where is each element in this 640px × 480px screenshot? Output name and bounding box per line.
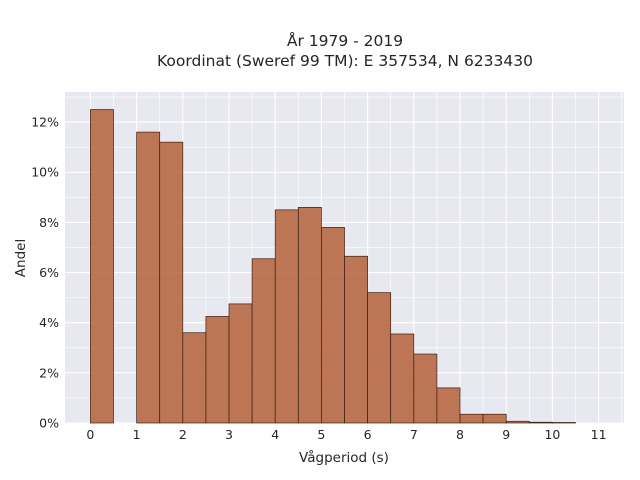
y-tick-label: 2% <box>39 365 59 380</box>
y-tick-label: 12% <box>31 115 59 130</box>
y-tick-label: 10% <box>31 165 59 180</box>
histogram-bar <box>436 387 461 424</box>
x-tick-label: 4 <box>271 427 279 442</box>
title-line-1: År 1979 - 2019 <box>287 31 403 50</box>
histogram-bar <box>90 109 114 424</box>
histogram-bar <box>413 353 438 424</box>
x-tick-label: 3 <box>225 427 233 442</box>
histogram-bar <box>459 413 484 424</box>
x-tick-label: 5 <box>317 427 325 442</box>
histogram-bar <box>390 333 415 424</box>
histogram-bar <box>528 421 553 424</box>
x-tick-label: 7 <box>410 427 418 442</box>
x-tick-label: 11 <box>591 427 607 442</box>
x-tick-label: 10 <box>544 427 560 442</box>
histogram-bar <box>274 209 299 424</box>
bars <box>90 109 576 424</box>
chart-title: År 1979 - 2019 Koordinat (Sweref 99 TM):… <box>157 31 533 70</box>
x-tick-label: 9 <box>502 427 510 442</box>
histogram-bar <box>159 141 184 424</box>
histogram-bar <box>205 316 230 424</box>
x-axis-ticks: 0 1 2 3 4 5 6 7 8 9 10 11 <box>86 427 606 442</box>
histogram-bar <box>251 258 276 424</box>
histogram-bar <box>482 413 507 424</box>
y-tick-label: 0% <box>39 416 59 431</box>
histogram-bar <box>344 255 368 424</box>
y-tick-label: 6% <box>39 265 59 280</box>
x-tick-label: 6 <box>364 427 372 442</box>
x-tick-label: 1 <box>133 427 141 442</box>
x-tick-label: 0 <box>86 427 94 442</box>
histogram-bar <box>505 420 530 424</box>
y-tick-label: 8% <box>39 215 59 230</box>
histogram-bar <box>321 227 345 424</box>
histogram-bar <box>367 292 392 424</box>
histogram-bar <box>552 422 576 424</box>
y-tick-label: 4% <box>39 315 59 330</box>
x-tick-label: 8 <box>456 427 464 442</box>
y-axis-ticks: 0% 2% 4% 6% 8% 10% 12% <box>31 115 59 431</box>
histogram-bar <box>136 131 161 424</box>
x-tick-label: 2 <box>179 427 187 442</box>
histogram-bar <box>297 206 322 424</box>
y-axis-label: Andel <box>13 239 29 277</box>
x-axis-label: Vågperiod (s) <box>299 449 389 466</box>
histogram-bar <box>182 332 207 424</box>
histogram-bar <box>228 303 253 424</box>
title-line-2: Koordinat (Sweref 99 TM): E 357534, N 62… <box>157 52 533 70</box>
